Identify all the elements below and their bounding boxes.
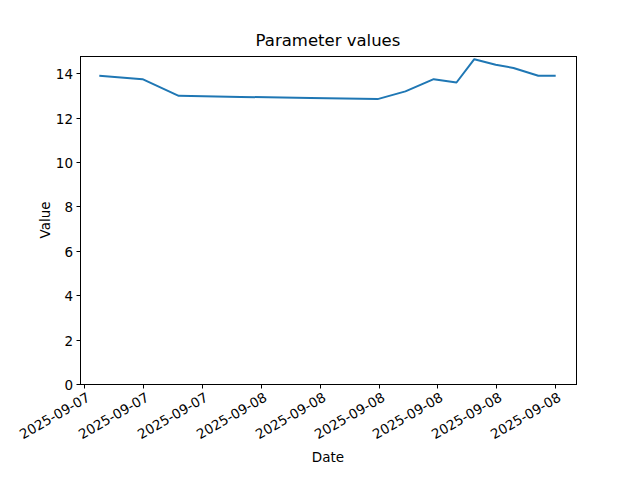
y-tick-label-5: 10	[30, 154, 73, 172]
y-tick-label-6: 12	[30, 110, 73, 128]
y-tick-label-2: 4	[30, 287, 73, 305]
axes-frame	[81, 57, 577, 385]
figure-canvas: Parameter values Value Date 0 2 4 6 8 10…	[0, 0, 640, 480]
y-tick-label-1: 2	[30, 332, 73, 350]
x-axis-label: Date	[80, 448, 576, 466]
y-tick-label-3: 6	[30, 243, 73, 261]
tick-marks	[77, 74, 556, 389]
chart-title: Parameter values	[80, 31, 576, 51]
series-line	[99, 59, 555, 99]
y-tick-label-7: 14	[30, 65, 73, 83]
y-tick-label-4: 8	[30, 198, 73, 216]
y-tick-label-0: 0	[30, 376, 73, 394]
